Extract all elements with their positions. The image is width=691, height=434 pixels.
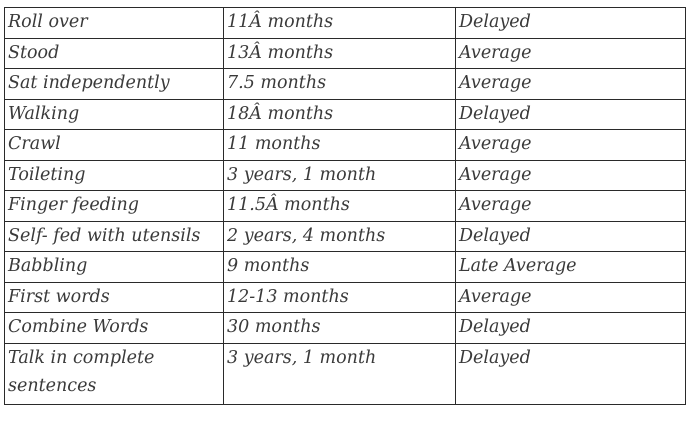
table-row: Crawl 11 months Average — [4, 129, 686, 161]
status-cell: Average — [455, 68, 686, 100]
table-row: Toileting 3 years, 1 month Average — [4, 159, 686, 191]
age-cell: 18Â months — [223, 98, 456, 130]
table-row: Finger feeding 11.5Â months Average — [4, 190, 686, 222]
age-cell: 3 years, 1 month — [223, 159, 456, 191]
milestone-cell: Toileting — [4, 159, 224, 191]
table-body: Roll over 11Â months Delayed Stood 13Â m… — [4, 7, 686, 405]
age-cell: 7.5 months — [223, 68, 456, 100]
status-cell: Late Average — [455, 251, 686, 283]
table-row: Walking 18Â months Delayed — [4, 98, 686, 130]
status-cell: Average — [455, 159, 686, 191]
table-row: Stood 13Â months Average — [4, 37, 686, 69]
milestone-cell: Roll over — [4, 7, 224, 39]
milestone-cell: Self- fed with utensils — [4, 220, 224, 252]
age-cell: 13Â months — [223, 37, 456, 69]
table-row: Babbling 9 months Late Average — [4, 251, 686, 283]
status-cell: Delayed — [455, 220, 686, 252]
milestone-cell: Babbling — [4, 251, 224, 283]
status-cell: Average — [455, 129, 686, 161]
status-cell: Delayed — [455, 342, 686, 405]
table-row: Combine Words 30 months Delayed — [4, 312, 686, 344]
milestone-cell: Sat independently — [4, 68, 224, 100]
milestone-cell: Talk in complete sentences — [4, 342, 224, 405]
age-cell: 11 months — [223, 129, 456, 161]
age-cell: 12-13 months — [223, 281, 456, 313]
table-row: Self- fed with utensils 2 years, 4 month… — [4, 220, 686, 252]
status-cell: Delayed — [455, 312, 686, 344]
milestone-table: Roll over 11Â months Delayed Stood 13Â m… — [4, 7, 686, 405]
status-cell: Delayed — [455, 98, 686, 130]
age-cell: 3 years, 1 month — [223, 342, 456, 405]
status-cell: Average — [455, 37, 686, 69]
age-cell: 11Â months — [223, 7, 456, 39]
milestone-cell: Walking — [4, 98, 224, 130]
milestone-cell: Crawl — [4, 129, 224, 161]
milestone-cell: First words — [4, 281, 224, 313]
age-cell: 11.5Â months — [223, 190, 456, 222]
milestone-cell: Stood — [4, 37, 224, 69]
table-row: First words 12-13 months Average — [4, 281, 686, 313]
table-row: Roll over 11Â months Delayed — [4, 7, 686, 39]
age-cell: 9 months — [223, 251, 456, 283]
table-row: Sat independently 7.5 months Average — [4, 68, 686, 100]
status-cell: Average — [455, 190, 686, 222]
age-cell: 30 months — [223, 312, 456, 344]
age-cell: 2 years, 4 months — [223, 220, 456, 252]
table-row: Talk in complete sentences 3 years, 1 mo… — [4, 342, 686, 405]
milestone-cell: Combine Words — [4, 312, 224, 344]
status-cell: Delayed — [455, 7, 686, 39]
status-cell: Average — [455, 281, 686, 313]
milestone-cell: Finger feeding — [4, 190, 224, 222]
